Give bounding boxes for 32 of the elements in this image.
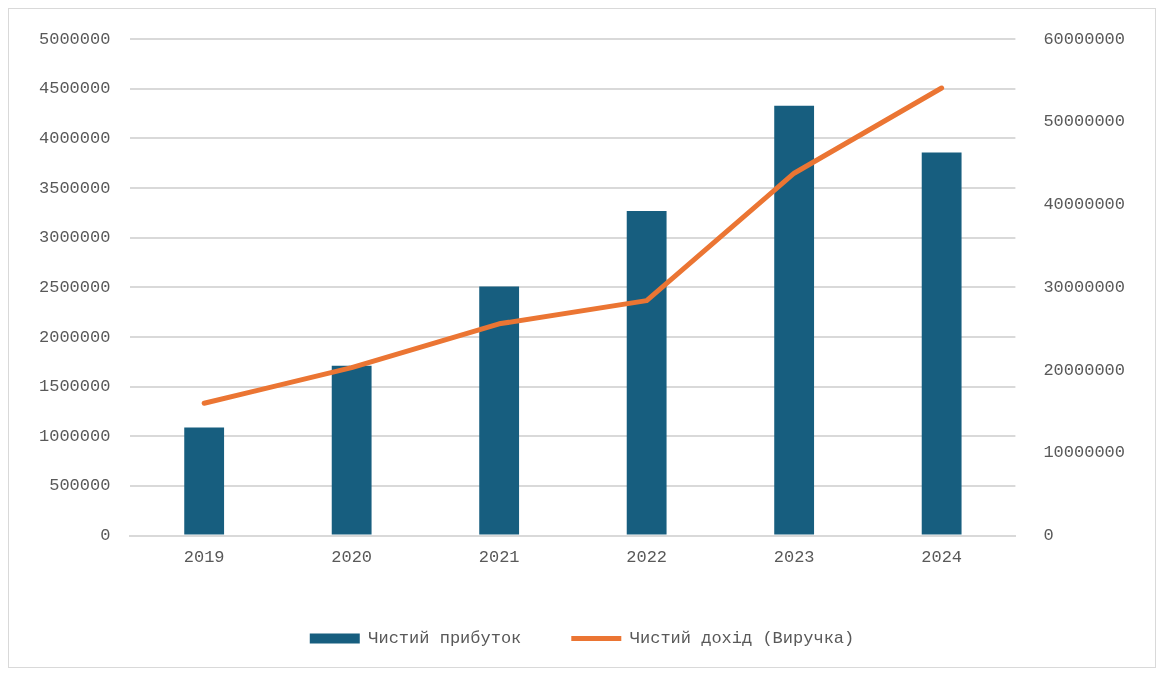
y2-tick-label: 10000000 [1043,443,1126,463]
bar [626,210,667,535]
y-tick-label: 2500000 [38,277,111,297]
y-tick-label: 3500000 [38,178,111,198]
x-tick-label: 2022 [626,548,668,568]
y-tick-label: 1000000 [38,426,111,446]
y-tick-label: 1500000 [38,377,111,397]
y2-tick-label: 40000000 [1043,195,1126,215]
legend-label: Чистий дохід (Виручка) [629,629,855,648]
y2-tick-label: 20000000 [1043,360,1126,380]
y2-tick-label: 30000000 [1043,277,1126,297]
y2-tick-label: 0 [1043,526,1054,546]
x-tick-label: 2021 [478,548,520,568]
bar [184,427,225,535]
y2-tick-label: 60000000 [1043,29,1126,49]
y-tick-label: 500000 [49,476,111,496]
y-tick-label: 2000000 [38,327,111,347]
x-tick-label: 2024 [921,548,963,568]
y-tick-label: 0 [100,526,111,546]
y-tick-label: 3000000 [38,228,111,248]
legend-label: Чистий прибуток [368,629,522,648]
y2-tick-label: 50000000 [1043,112,1126,132]
y-tick-label: 4500000 [38,79,111,99]
y-tick-label: 5000000 [38,29,111,49]
y-tick-label: 4000000 [38,128,111,148]
bar [479,286,520,535]
bar [921,152,962,535]
x-tick-label: 2019 [183,548,225,568]
x-tick-label: 2020 [331,548,373,568]
bar [331,365,372,535]
x-tick-label: 2023 [773,548,815,568]
bar [774,105,815,535]
